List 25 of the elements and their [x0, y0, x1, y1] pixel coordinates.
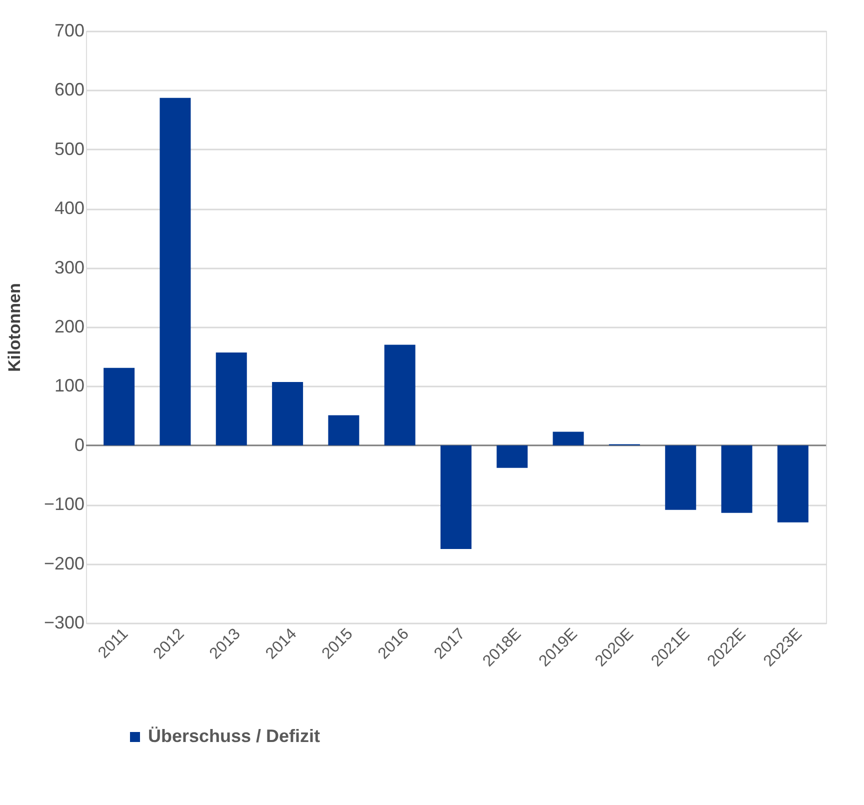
y-tick-label: 0 — [74, 434, 84, 455]
bar — [440, 445, 472, 549]
y-tick-label: 600 — [54, 80, 84, 100]
bar — [384, 344, 416, 446]
y-tick-label: 100 — [54, 376, 84, 396]
y-tick-label: −100 — [44, 494, 84, 514]
y-tick-label: −200 — [44, 553, 84, 574]
y-tick-label: 200 — [54, 316, 84, 336]
bar — [721, 445, 752, 513]
y-tick-label: 300 — [54, 257, 84, 278]
bar — [160, 98, 191, 446]
legend-label: Überschuss / Defizit — [148, 726, 320, 746]
bar — [216, 352, 247, 446]
y-tick-label: 700 — [54, 20, 84, 40]
bar — [777, 445, 808, 522]
bar — [665, 445, 696, 510]
bar — [328, 415, 360, 446]
y-axis-title: Kilotonnen — [4, 283, 24, 372]
y-tick-label: 500 — [54, 138, 84, 159]
bar — [104, 368, 135, 446]
bar — [496, 445, 528, 468]
y-tick-label: 400 — [54, 198, 84, 218]
y-tick-label: −300 — [44, 612, 84, 632]
bar — [272, 382, 304, 446]
bar — [552, 432, 584, 446]
